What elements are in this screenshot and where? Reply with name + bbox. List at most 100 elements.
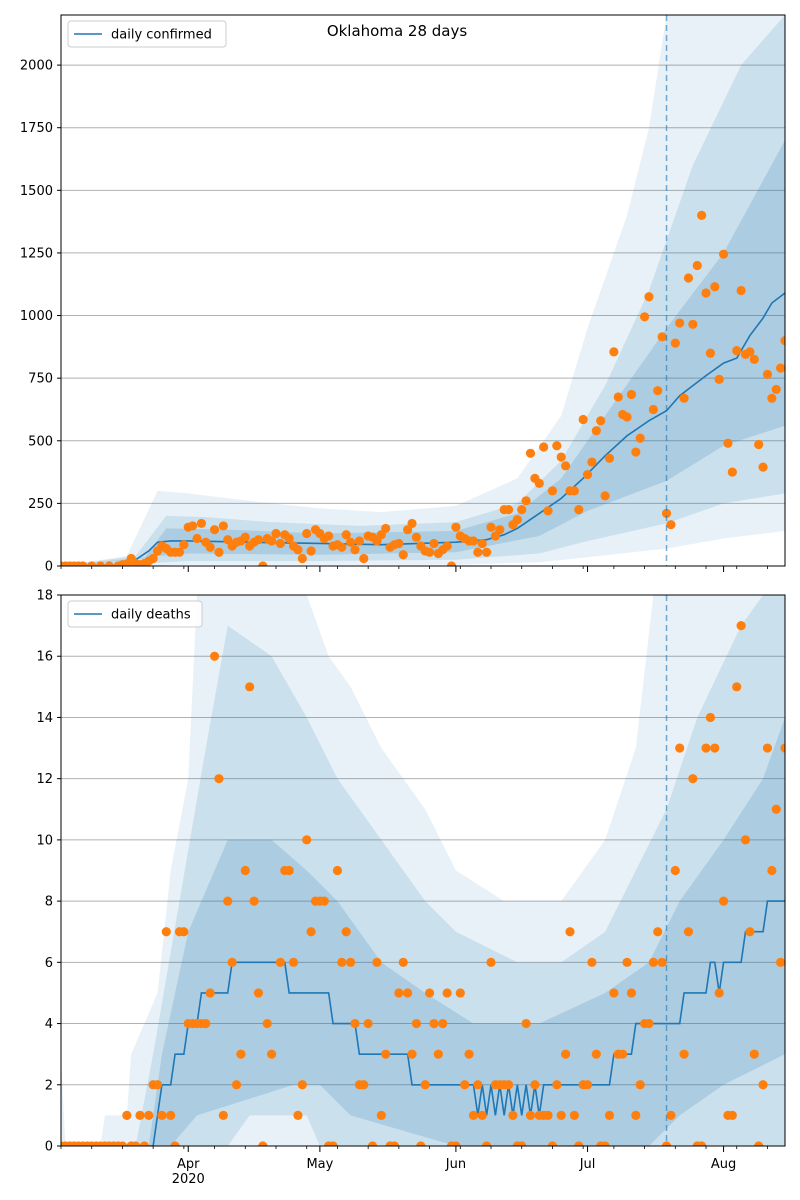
confirmed-observed-point xyxy=(736,285,746,296)
confirmed-observed-point xyxy=(776,363,785,373)
confirmed-observed-point xyxy=(675,318,685,328)
confirmed-observed-point xyxy=(556,452,566,462)
deaths-observed-point xyxy=(569,1110,579,1120)
confirmed-observed-point xyxy=(679,393,689,403)
confirmed-observed-point xyxy=(341,530,351,540)
deaths-observed-point xyxy=(600,1141,610,1146)
deaths-legend-label: daily deaths xyxy=(111,608,191,623)
confirmed-observed-point xyxy=(337,542,347,552)
confirmed-y-tick-label: 1750 xyxy=(20,121,53,136)
deaths-observed-point xyxy=(359,1080,369,1090)
deaths-observed-point xyxy=(582,1080,593,1090)
deaths-observed-point xyxy=(631,1110,641,1120)
deaths-observed-point xyxy=(697,1141,707,1146)
deaths-observed-point xyxy=(565,927,575,937)
confirmed-observed-point xyxy=(267,536,277,546)
confirmed-observed-point xyxy=(95,561,106,566)
deaths-x-tick-label: Jul xyxy=(579,1157,596,1172)
confirmed-observed-point xyxy=(626,389,637,400)
deaths-observed-point xyxy=(482,1141,492,1146)
confirmed-legend-label: daily confirmed xyxy=(111,28,212,43)
confirmed-observed-point xyxy=(253,535,264,545)
deaths-observed-point xyxy=(736,621,746,631)
confirmed-observed-point xyxy=(596,416,606,426)
confirmed-observed-point xyxy=(482,547,492,557)
deaths-observed-point xyxy=(135,1110,145,1120)
deaths-observed-point xyxy=(683,927,694,937)
confirmed-observed-point xyxy=(639,312,650,322)
confirmed-observed-point xyxy=(350,545,360,555)
deaths-observed-point xyxy=(517,1141,527,1146)
confirmed-observed-point xyxy=(346,537,356,547)
deaths-observed-point xyxy=(749,1049,759,1059)
deaths-y-tick-label: 2 xyxy=(45,1078,53,1093)
deaths-y-tick-label: 16 xyxy=(36,650,53,665)
deaths-observed-point xyxy=(767,865,777,876)
confirmed-observed-point xyxy=(271,528,281,539)
deaths-observed-point xyxy=(547,1141,558,1146)
confirmed-observed-point xyxy=(512,515,522,525)
deaths-observed-point xyxy=(644,1018,654,1029)
deaths-observed-point xyxy=(710,743,720,753)
confirmed-observed-point xyxy=(745,347,755,357)
deaths-observed-point xyxy=(740,835,751,845)
confirmed-observed-point xyxy=(407,518,417,529)
deaths-observed-point xyxy=(666,1110,676,1120)
confirmed-observed-point xyxy=(547,486,558,496)
confirmed-observed-point xyxy=(473,547,483,557)
deaths-observed-point xyxy=(376,1110,386,1120)
confirmed-observed-point xyxy=(723,438,733,448)
confirmed-observed-point xyxy=(578,414,588,425)
confirmed-median-line xyxy=(61,292,785,566)
confirmed-observed-point xyxy=(424,547,435,557)
deaths-y-tick-label: 10 xyxy=(36,833,53,848)
deaths-observed-point xyxy=(170,1141,180,1146)
confirmed-observed-point xyxy=(87,561,97,566)
deaths-observed-point xyxy=(284,865,294,876)
confirmed-observed-point xyxy=(214,547,224,557)
deaths-observed-point xyxy=(394,988,404,998)
chart-title: Oklahoma 28 days xyxy=(327,22,468,40)
deaths-observed-point xyxy=(468,1110,479,1120)
deaths-uncertainty-band xyxy=(61,595,785,1146)
deaths-observed-point xyxy=(275,957,285,967)
deaths-y-tick-label: 6 xyxy=(45,956,53,971)
deaths-observed-point xyxy=(179,927,189,937)
deaths-observed-point xyxy=(701,743,711,753)
confirmed-observed-point xyxy=(762,369,773,380)
deaths-observed-point xyxy=(679,1049,689,1059)
deaths-observed-point xyxy=(249,896,259,906)
deaths-observed-point xyxy=(754,1141,764,1146)
deaths-observed-point xyxy=(718,896,729,906)
confirmed-y-tick-label: 0 xyxy=(45,560,53,575)
confirmed-observed-point xyxy=(293,545,303,555)
deaths-observed-point xyxy=(626,988,637,998)
deaths-observed-point xyxy=(705,712,716,723)
confirmed-observed-point xyxy=(587,457,597,467)
deaths-observed-point xyxy=(508,1110,518,1120)
deaths-observed-point xyxy=(556,1110,566,1120)
deaths-x-tick-label: Jun xyxy=(445,1157,466,1172)
deaths-observed-point xyxy=(745,927,755,937)
deaths-observed-point xyxy=(288,957,299,967)
deaths-y-tick-label: 12 xyxy=(36,772,53,787)
deaths-observed-point xyxy=(521,1018,531,1029)
confirmed-observed-point xyxy=(609,347,619,357)
deaths-observed-point xyxy=(762,743,773,753)
deaths-observed-point xyxy=(433,1049,443,1059)
confirmed-legend-box xyxy=(67,20,227,48)
deaths-observed-point xyxy=(231,1080,242,1090)
deaths-observed-point xyxy=(648,957,658,967)
confirmed-y-tick-label: 1250 xyxy=(20,246,53,261)
confirmed-observed-point xyxy=(692,260,702,271)
deaths-observed-point xyxy=(201,1018,211,1029)
confirmed-observed-point xyxy=(78,561,88,566)
confirmed-observed-point xyxy=(188,521,198,531)
deaths-axes-frame xyxy=(60,594,786,1147)
confirmed-uncertainty-band xyxy=(61,15,785,566)
confirmed-observed-point xyxy=(780,335,785,346)
confirmed-observed-point xyxy=(591,426,601,436)
deaths-x-tick-label: Apr xyxy=(177,1157,200,1172)
deaths-observed-point xyxy=(587,957,597,967)
confirmed-y-tick-label: 1500 xyxy=(20,184,53,199)
